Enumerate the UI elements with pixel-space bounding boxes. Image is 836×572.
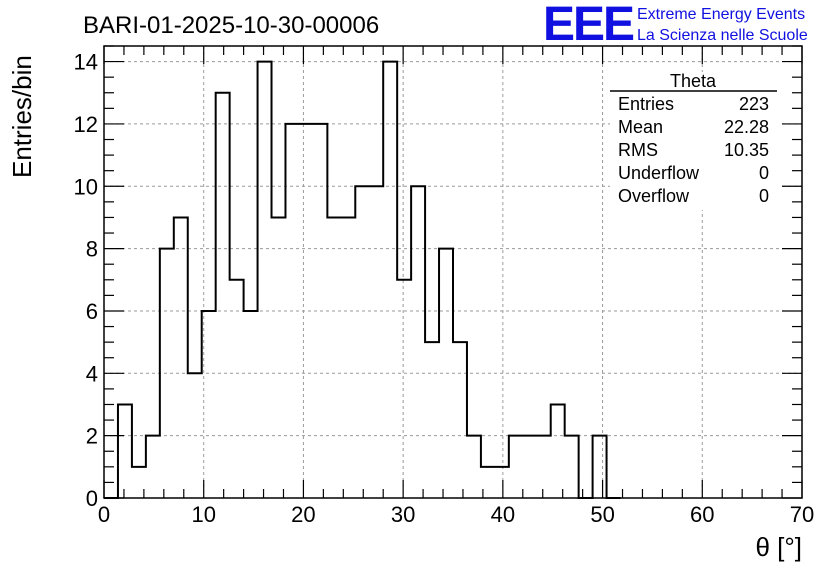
stats-value: 0	[759, 163, 769, 183]
histogram-outline	[104, 60, 621, 499]
histogram-bin	[565, 436, 579, 498]
stats-value: 223	[739, 94, 769, 114]
x-tick-label: 10	[191, 502, 215, 527]
histogram-bin	[509, 436, 523, 498]
stats-value: 10.35	[724, 140, 769, 160]
stats-label: RMS	[618, 140, 658, 160]
y-tick-label: 6	[86, 299, 98, 324]
histogram-bin	[495, 467, 509, 498]
y-tick-label: 14	[74, 50, 98, 75]
x-axis-title: θ [°]	[755, 532, 802, 562]
axes: 0 10 20 30 40 50 60 70 0 2 4 6 8 10 12 14	[74, 45, 814, 527]
histogram-bin	[411, 186, 425, 498]
logo: EEE Extreme Energy Events La Scienza nel…	[543, 0, 808, 51]
stats-rows: Entries 223 Mean 22.28 RMS 10.35 Underflow 0 Ove…	[618, 94, 769, 206]
histogram-bin	[299, 124, 313, 498]
y-tick-label: 4	[86, 361, 98, 386]
y-tick-label: 0	[86, 486, 98, 511]
x-tick-label: 20	[291, 502, 315, 527]
stats-box-background	[610, 72, 780, 210]
stats-label: Entries	[618, 94, 674, 114]
stats-label: Underflow	[618, 163, 700, 183]
histogram-bin	[453, 342, 467, 498]
stats-value: 0	[759, 186, 769, 206]
histogram-bin	[118, 404, 132, 498]
histogram-bin	[467, 436, 481, 498]
histogram-bin	[146, 436, 160, 498]
logo-line2: La Scienza nelle Scuole	[637, 27, 808, 44]
histogram-bin	[230, 280, 244, 498]
histogram-bin	[216, 93, 230, 498]
y-tick-label: 2	[86, 424, 98, 449]
x-tick-label: 60	[690, 502, 714, 527]
logo-line1: Extreme Energy Events	[637, 6, 805, 23]
x-tick-label: 0	[98, 502, 110, 527]
stats-title: Theta	[670, 71, 717, 91]
stats-label: Mean	[618, 117, 663, 137]
histogram-bin	[593, 436, 607, 498]
plot-frame	[103, 45, 803, 499]
x-tick-label: 50	[590, 502, 614, 527]
histogram-bin	[537, 436, 551, 498]
histogram-bin	[369, 186, 383, 498]
y-tick-label: 12	[74, 112, 98, 137]
y-tick-label: 8	[86, 237, 98, 262]
histogram-bin	[523, 436, 537, 498]
histogram-bin	[383, 62, 397, 498]
x-tick-label: 40	[491, 502, 515, 527]
histogram-bin	[244, 311, 258, 498]
histogram-bin	[202, 311, 216, 498]
stats-box: Theta Entries 223 Mean 22.28 RMS 10.35 Underfl…	[610, 71, 780, 210]
histogram-bin	[355, 186, 369, 498]
histogram-bin	[272, 217, 286, 498]
stats-value: 22.28	[724, 117, 769, 137]
histogram-bin	[551, 404, 565, 498]
chart-title: BARI-01-2025-10-30-00006	[83, 12, 379, 39]
stats-label: Overflow	[618, 186, 690, 206]
logo-mark: EEE	[543, 0, 634, 51]
x-tick-label: 70	[790, 502, 814, 527]
histogram-bin	[341, 217, 355, 498]
histogram-bin	[397, 280, 411, 498]
histogram-bin	[327, 217, 341, 498]
x-tick-label: 30	[391, 502, 415, 527]
y-axis-title: Entries/bin	[7, 55, 37, 178]
histogram-bin	[174, 217, 188, 498]
histogram-bin	[258, 62, 272, 498]
histogram-bin	[425, 342, 439, 498]
y-tick-label: 10	[74, 174, 98, 199]
histogram	[104, 60, 621, 499]
